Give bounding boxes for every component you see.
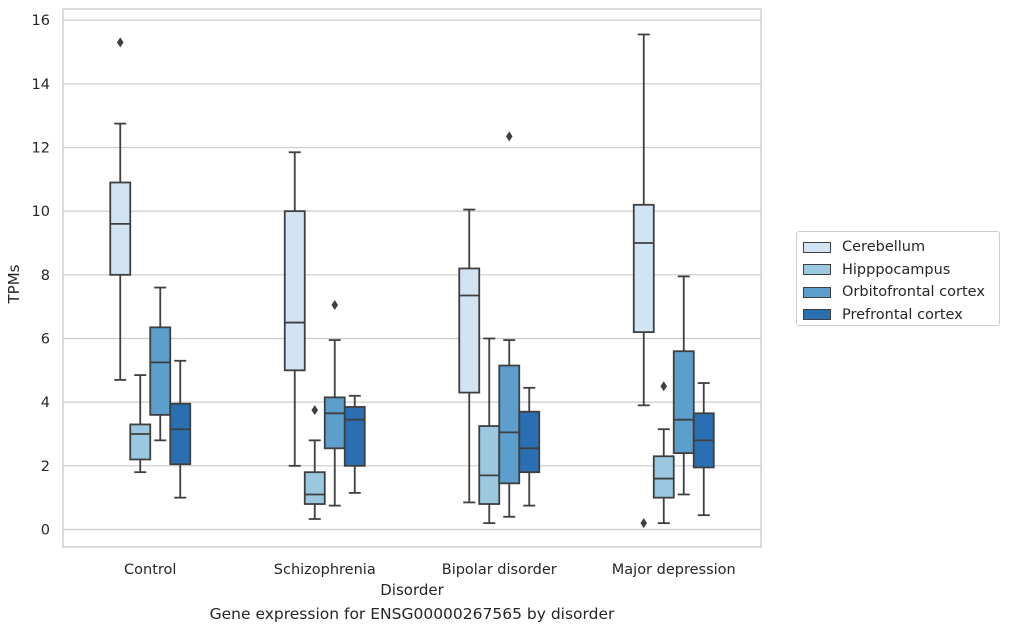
y-tick-label-8: 16 — [32, 13, 50, 29]
box-2-2 — [498, 364, 521, 485]
x-tick-label-0: Control — [124, 562, 176, 578]
box-2-3 — [672, 350, 695, 454]
box-1-0 — [129, 423, 152, 461]
box-0-2 — [458, 267, 481, 394]
y-tick-label-2: 4 — [41, 395, 50, 411]
y-tick-label-5: 10 — [32, 204, 50, 220]
legend-swatch-hippocampus — [803, 264, 831, 276]
y-tick-label-4: 8 — [41, 268, 50, 284]
y-tick-label-0: 0 — [41, 522, 50, 538]
x-axis-title: Disorder — [380, 581, 444, 599]
outlier-1-1-0 — [311, 405, 319, 416]
box-3-1 — [343, 406, 366, 467]
box-2-1 — [323, 396, 346, 450]
y-tick-label-1: 2 — [41, 459, 50, 475]
y-tick-label-6: 12 — [32, 140, 50, 156]
outlier-2-2-0 — [505, 131, 513, 142]
legend-label-orbitofrontal: Orbitofrontal cortex — [842, 284, 985, 301]
box-0-3 — [632, 203, 655, 334]
legend-swatch-orbitofrontal — [803, 286, 831, 298]
box-2-0 — [149, 326, 172, 416]
legend-swatch-cerebellum — [803, 241, 831, 253]
outlier-1-3-0 — [660, 381, 668, 392]
box-0-1 — [283, 210, 306, 372]
legend-swatch-prefrontal — [803, 309, 831, 321]
y-tick-label-7: 14 — [32, 77, 50, 93]
legend-item-cerebellum: Cerebellum — [803, 236, 999, 259]
legend-item-prefrontal: Prefrontal cortex — [803, 304, 999, 327]
y-axis-title: TPMs — [5, 264, 23, 304]
y-tick-label-3: 6 — [41, 331, 50, 347]
legend: Cerebellum Hipppocampus Orbitofrontal co… — [796, 231, 1000, 326]
legend-label-hippocampus: Hipppocampus — [842, 261, 951, 278]
plot-frame — [62, 8, 762, 548]
outlier-0-3-0 — [640, 518, 648, 529]
legend-label-prefrontal: Prefrontal cortex — [842, 306, 963, 323]
x-tick-label-1: Schizophrenia — [274, 562, 376, 578]
box-1-2 — [478, 425, 501, 505]
box-1-3 — [652, 455, 675, 499]
legend-item-hippocampus: Hipppocampus — [803, 259, 999, 282]
legend-item-orbitofrontal: Orbitofrontal cortex — [803, 281, 999, 304]
box-0-0 — [109, 181, 132, 276]
legend-label-cerebellum: Cerebellum — [842, 239, 926, 256]
box-1-1 — [303, 471, 326, 505]
outlier-0-0-0 — [116, 37, 124, 48]
x-tick-label-2: Bipolar disorder — [442, 562, 557, 578]
box-3-2 — [518, 410, 541, 474]
x-tick-label-3: Major depression — [612, 562, 736, 578]
box-3-0 — [169, 402, 192, 466]
outlier-2-1-0 — [331, 300, 339, 311]
figure-caption: Gene expression for ENSG00000267565 by d… — [209, 605, 615, 623]
